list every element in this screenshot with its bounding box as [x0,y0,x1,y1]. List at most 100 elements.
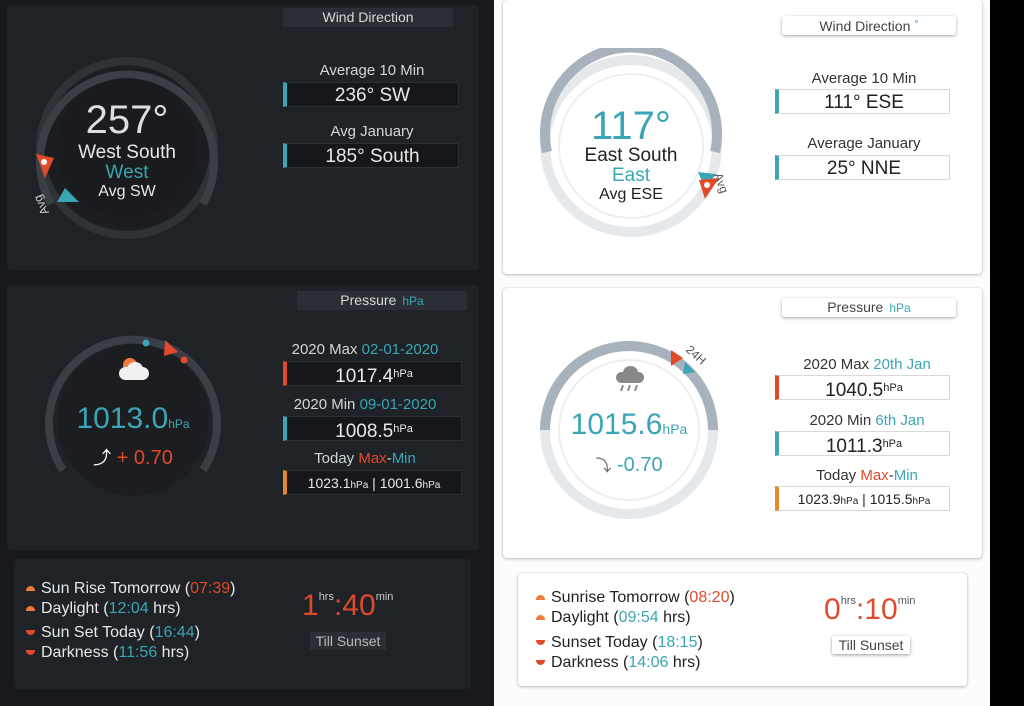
pressure-trend: ⤴ + 0.70 [43,444,223,470]
pressure-gauge-ring [45,335,221,496]
pressure-max-value-light: 1040.5hPa [775,375,950,401]
sunset-value: 16:44 [154,624,195,641]
today-min-unit: hPa [422,480,441,491]
pressure-min-unit: hPa [393,423,413,435]
avg-10-min-label: Average 10 Min [319,62,425,79]
today-sep: - [386,450,392,467]
pressure-gauge: 1013.0hPa ⤴ + 0.70 [43,330,223,510]
right-border-strip [990,0,1024,706]
pressure-max-label-text: 2020 Max [291,341,362,358]
avg-month-value: 185° South [283,143,459,168]
pressure-current-marker-light [683,362,695,374]
till-sunset-label-light: Till Sunset [832,636,910,654]
sunrise-icon-light [536,595,545,600]
pressure-panel: Pressure hPa 1013.0hPa ⤴ + 0.70 [7,285,479,550]
pressure-min-label-text-light: 2020 Min [809,412,876,429]
daylight-icon-light [536,615,545,620]
countdown-min-word-light: min [897,595,916,607]
pressure-max-unit: hPa [393,368,413,380]
wind-direction-title-light: Wind Direction [819,18,911,34]
avg-month-label-light: Average January [807,135,921,152]
darkness-icon [26,650,35,655]
pressure-header: Pressure hPa [297,291,467,310]
pressure-panel-light: Pressure hPa 24H 1015.6hPa ⤵ [503,288,982,558]
today-label-text: Today [314,450,359,467]
pressure-value-light: 1015.6 [570,408,663,441]
light-theme-column: Wind Direction ° 117° East South East Av… [494,0,990,706]
wind-degrees: 257° [85,98,169,142]
trend-up-icon: ⤴ [93,448,112,468]
pressure-min-value-light: 1011.3hPa [775,431,950,457]
pressure-min-label-text: 2020 Min [293,396,360,413]
sunrise-value: 07:39 [190,580,231,597]
wind-direction-panel: Wind Direction 257° West South West Avg … [7,5,479,270]
avg-month-label: Avg January [330,123,414,140]
sunrise-icon [26,586,35,591]
pressure-header-unit: hPa [402,294,424,308]
daylight-line: Daylight (12:04 hrs) [26,600,181,618]
pressure-current-light: 1015.6hPa [537,408,721,442]
countdown-minutes: :40 [333,589,376,622]
pressure-min-value: 1008.5hPa [283,416,462,442]
pressure-value-unit: hPa [168,417,190,431]
today-min-unit-light: hPa [912,496,931,507]
wind-degrees-light: 117° [591,104,671,148]
pressure-min-label: 2020 Min 09-01-2020 [267,396,463,413]
wind-gauge: 257° West South West Avg SW Avg [29,50,225,246]
pressure-today-label-light: Today Max-Min [769,467,965,484]
sun-panel-light: Sunrise Tomorrow (08:20) Daylight (09:54… [518,573,967,686]
daylight-close-light: hrs) [658,609,691,626]
pressure-gauge-light: 24H 1015.6hPa ⤵ -0.70 [537,338,721,522]
sunrise-line: Sun Rise Tomorrow (07:39) [26,580,235,598]
sun-panel: Sun Rise Tomorrow (07:39) Daylight (12:0… [14,559,471,689]
avg-10-min-label-light: Average 10 Min [811,70,917,87]
today-max-value-light: 1023.9 [797,491,841,507]
till-sunset-label: Till Sunset [310,632,386,650]
wind-direction-title: Wind Direction [322,9,414,25]
today-max-word-light: Max [860,467,889,484]
sunrise-label-light: Sunrise Tomorrow ( [551,589,690,606]
darkness-line: Darkness (11:56 hrs) [26,644,189,662]
wind-direction-marker [36,154,54,178]
wind-direction-header: Wind Direction [283,8,453,27]
today-min-value: 1001.6 [379,475,423,491]
sunset-icon-light [536,640,545,645]
wind-header-unit-light: ° [914,19,919,31]
wind-avg-marker [57,188,79,202]
pressure-today-range-light: 1023.9hPa | 1015.5hPa [775,486,950,511]
wind-gauge-light: 117° East South East Avg ESE Avg [533,48,731,244]
today-pipe: | [368,475,380,491]
darkness-label-light: Darkness ( [551,654,629,671]
pressure-today-label: Today Max-Min [267,450,463,467]
pressure-min-date: 09-01-2020 [359,396,437,413]
sunset-countdown: 1hrs:40min [302,589,393,623]
wind-direction-line1-light: East South [584,145,678,166]
partly-cloudy-icon [117,358,153,382]
countdown-min-word: min [375,591,394,603]
today-sep-light: - [888,467,894,484]
pressure-24h-marker-light [671,350,683,366]
pressure-max-label: 2020 Max 02-01-2020 [267,341,463,358]
today-max-value: 1023.1 [307,475,351,491]
pressure-title: Pressure [340,292,397,308]
sunset-label-light: Sunset Today ( [551,634,658,651]
wind-avg-direction-light: Avg ESE [599,186,663,203]
sunrise-close-light: ) [729,589,735,606]
today-max-word: Max [358,450,387,467]
avg-10-min-value: 236° SW [283,82,459,107]
pressure-max-unit-light: hPa [883,382,903,394]
sunset-line-light: Sunset Today (18:15) [536,634,703,652]
darkness-icon-light [536,660,545,665]
daylight-value: 12:04 [108,600,149,617]
wind-avg-direction: Avg SW [98,183,156,200]
pressure-trend-value: + 0.70 [116,447,173,469]
pressure-header-light: Pressure hPa [782,298,956,317]
daylight-line-light: Daylight (09:54 hrs) [536,609,691,627]
countdown-hrs-word-light: hrs [840,595,856,607]
pressure-trend-light: ⤵ -0.70 [537,452,721,477]
rain-cloud-icon [616,366,646,392]
wind-direction-header-light: Wind Direction ° [782,16,956,35]
today-pipe-light: | [858,491,870,507]
pressure-max-label-text-light: 2020 Max [803,356,874,373]
wind-direction-line2-light: East [611,165,651,186]
